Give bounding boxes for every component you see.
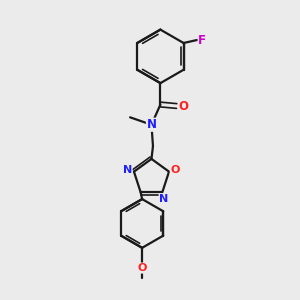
Text: O: O (178, 100, 188, 112)
Text: O: O (137, 263, 147, 273)
Text: O: O (170, 165, 180, 175)
Text: F: F (198, 34, 206, 46)
Text: N: N (146, 118, 157, 131)
Text: N: N (123, 165, 132, 175)
Text: N: N (159, 194, 168, 204)
